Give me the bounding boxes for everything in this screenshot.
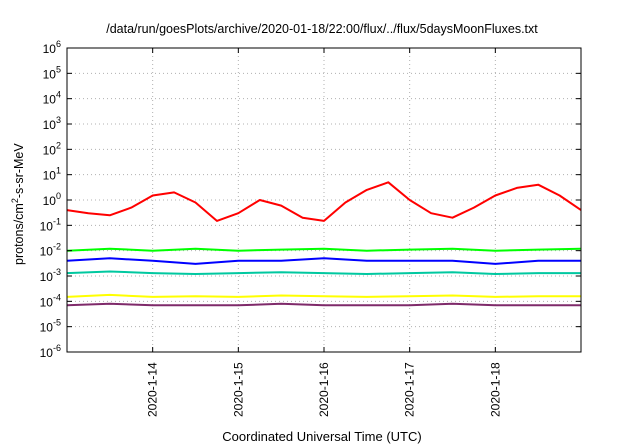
y-tick-label: 10-2 [40,242,61,259]
y-tick-label: 10-6 [40,343,61,360]
y-tick-label: 105 [43,64,61,81]
y-tick-label: 103 [43,115,61,132]
x-tick-label: 2020-1-18 [488,362,502,417]
chart-title: /data/run/goesPlots/archive/2020-01-18/2… [106,22,538,36]
y-tick-label: 10-4 [40,292,61,309]
y-tick-label: 10-5 [40,318,61,335]
y-tick-label: 104 [43,90,61,107]
series-line-3 [66,257,581,265]
y-axis-label-sup: 2 [10,198,20,203]
series-group [66,181,582,307]
y-tick-label: 101 [43,166,61,183]
x-tick-label: 2020-1-16 [317,362,331,417]
y-axis: 10-6 10-5 10-4 10-3 10-2 10-1 100 101 102 103 104 1… [40,39,581,360]
y-tick-label: 10-3 [40,267,61,284]
y-tick-label: 100 [43,191,61,208]
y-axis-label: protons/cm2-s-sr-MeV [10,143,26,265]
series-line-4 [66,270,581,275]
y-tick-label: 106 [43,39,61,56]
x-tick-label: 2020-1-14 [146,362,160,417]
series-line-6 [66,302,581,307]
x-tick-label: 2020-1-17 [403,362,417,417]
series-line-5 [66,293,581,298]
y-tick-label: 102 [43,140,61,157]
y-tick-label: 10-1 [40,216,61,233]
y-axis-label-main: protons/cm [12,203,26,265]
y-axis-label-rest: -s-sr-MeV [12,143,26,199]
series-line-2 [66,247,582,252]
x-axis-label: Coordinated Universal Time (UTC) [222,429,421,444]
x-axis: 2020-1-14 2020-1-15 2020-1-16 2020-1-17 2020… [146,48,502,417]
series-line-1 [66,181,582,222]
x-tick-label: 2020-1-15 [231,362,245,417]
